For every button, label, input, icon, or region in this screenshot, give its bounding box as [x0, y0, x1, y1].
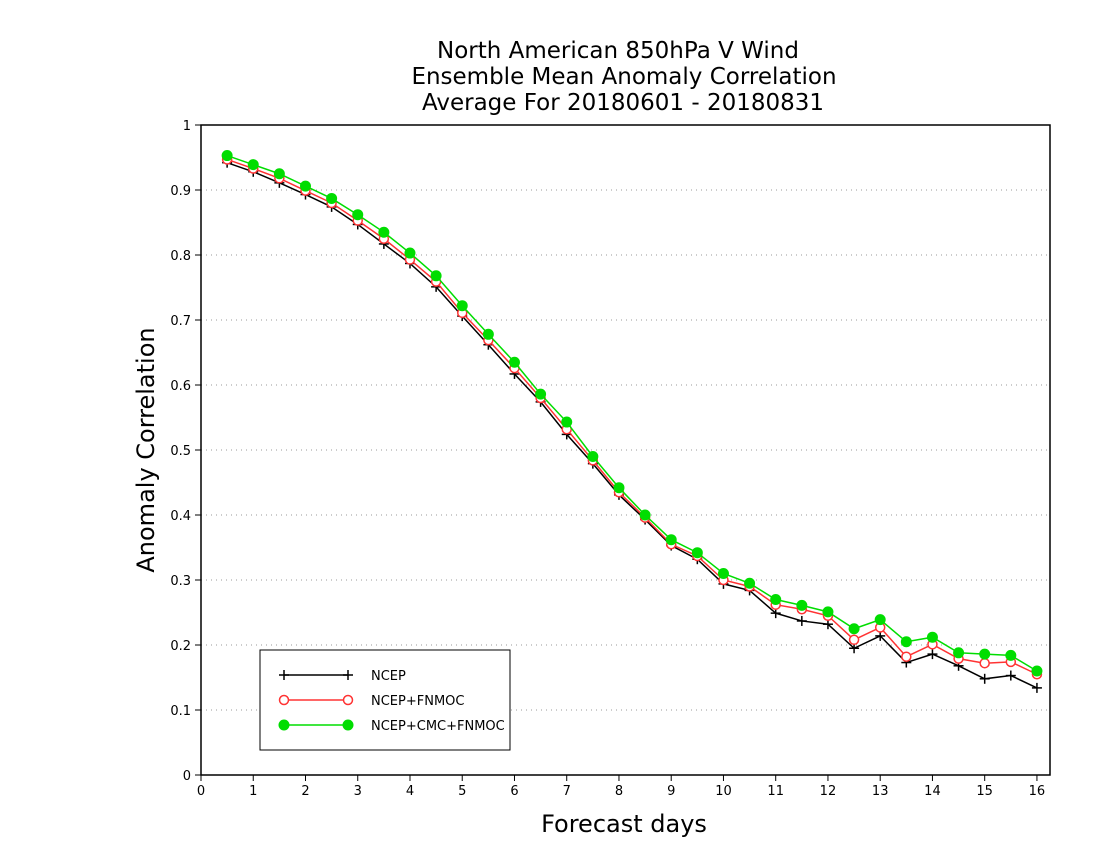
x-tick-label: 9: [667, 784, 675, 799]
series-ncep: [222, 157, 1042, 693]
legend-label: NCEP: [371, 669, 406, 684]
data-point: [535, 388, 547, 400]
x-tick-label: 0: [197, 784, 205, 799]
data-point: [456, 300, 468, 312]
data-point: [1031, 682, 1042, 693]
data-point: [378, 226, 390, 238]
data-point: [1031, 665, 1043, 677]
series-line: [226, 158, 1038, 675]
legend-marker: [278, 694, 290, 706]
data-point: [691, 547, 703, 559]
legend-marker: [342, 694, 354, 706]
series-ncep-cmc-fnmoc: [221, 150, 1043, 677]
legend-label: NCEP+FNMOC: [371, 694, 464, 709]
data-point: [744, 577, 756, 589]
x-tick-label: 16: [1029, 784, 1046, 799]
data-point: [326, 192, 338, 204]
data-point: [926, 631, 938, 643]
data-point: [221, 150, 233, 162]
x-tick-label: 5: [458, 784, 466, 799]
data-point: [900, 636, 912, 648]
data-point: [613, 482, 625, 494]
data-point: [247, 159, 259, 171]
y-tick-label: 0.6: [170, 379, 191, 394]
x-tick-label: 6: [510, 784, 518, 799]
series-line: [226, 154, 1038, 672]
y-tick-label: 0.1: [170, 704, 191, 719]
data-point: [927, 649, 938, 660]
y-axis-title: Anomaly Correlation: [132, 327, 160, 572]
data-point: [404, 247, 416, 259]
data-point: [979, 648, 991, 660]
data-point: [561, 416, 573, 428]
data-point: [352, 209, 364, 221]
data-point: [822, 606, 834, 618]
y-tick-label: 0: [183, 769, 191, 784]
data-point: [979, 657, 990, 669]
y-tick-label: 0.3: [170, 574, 191, 589]
data-point: [874, 614, 886, 626]
data-point: [848, 634, 860, 646]
data-point: [901, 651, 912, 662]
data-point: [1005, 670, 1016, 681]
data-point: [273, 168, 285, 180]
series-line: [226, 161, 1038, 689]
data-point: [587, 451, 599, 462]
y-tick-label: 0.5: [170, 444, 191, 459]
x-tick-label: 1: [249, 784, 257, 799]
data-point: [953, 647, 965, 659]
series-layer: [221, 150, 1043, 693]
x-tick-label: 11: [767, 784, 784, 799]
legend-marker: [279, 670, 289, 680]
legend-item: NCEP+CMC+FNMOC: [278, 719, 505, 734]
data-point: [1005, 649, 1017, 661]
y-tick-label: 1: [183, 119, 191, 134]
x-tick-label: 10: [715, 784, 732, 799]
chart-title-line-2: Ensemble Mean Anomaly Correlation: [411, 64, 836, 90]
data-point: [796, 615, 807, 626]
x-tick-label: 3: [354, 784, 362, 799]
legend-marker: [342, 719, 354, 731]
legend-item: NCEP: [279, 669, 406, 684]
y-tick-label: 0.2: [170, 639, 191, 654]
y-tick-label: 0.8: [170, 249, 191, 264]
data-point: [430, 270, 442, 282]
series-ncep-fnmoc: [221, 154, 1043, 680]
chart-title-line-3: Average For 20180601 - 20180831: [422, 90, 824, 116]
x-tick-label: 4: [406, 784, 414, 799]
x-tick-label: 7: [563, 784, 571, 799]
x-tick-label: 12: [820, 784, 837, 799]
x-tick-label: 13: [872, 784, 889, 799]
data-point: [848, 623, 860, 635]
data-point: [979, 673, 990, 684]
data-point: [796, 599, 808, 611]
x-tick-label: 15: [976, 784, 993, 799]
x-tick-label: 8: [615, 784, 623, 799]
y-tick-label: 0.9: [170, 184, 191, 199]
data-point: [299, 180, 311, 192]
axes: 00.10.20.30.40.50.60.70.80.910 1 2 3 4 5 6 7 8 9 1…: [170, 119, 1051, 799]
data-point: [482, 328, 494, 340]
data-point: [770, 594, 782, 605]
y-tick-label: 0.7: [170, 314, 191, 329]
y-tick-label: 0.4: [170, 509, 191, 524]
legend: NCEP NCEP+FNMOC NCEP+CMC+FNMOC: [259, 649, 511, 751]
x-axis-title: Forecast days: [541, 810, 707, 838]
legend-label: NCEP+CMC+FNMOC: [371, 719, 505, 734]
data-point: [665, 534, 677, 546]
chart-title-line-1: North American 850hPa V Wind: [437, 38, 799, 64]
data-point: [639, 509, 651, 521]
x-tick-label: 14: [924, 784, 941, 799]
chart-title: North American 850hPa V Wind Ensemble Me…: [411, 38, 836, 116]
x-tick-label: 2: [301, 784, 309, 799]
data-point: [508, 356, 520, 368]
legend-item: NCEP+FNMOC: [278, 694, 464, 709]
legend-marker: [278, 719, 290, 731]
gridlines: [201, 189, 1050, 711]
legend-marker: [343, 670, 353, 680]
data-point: [717, 568, 729, 579]
